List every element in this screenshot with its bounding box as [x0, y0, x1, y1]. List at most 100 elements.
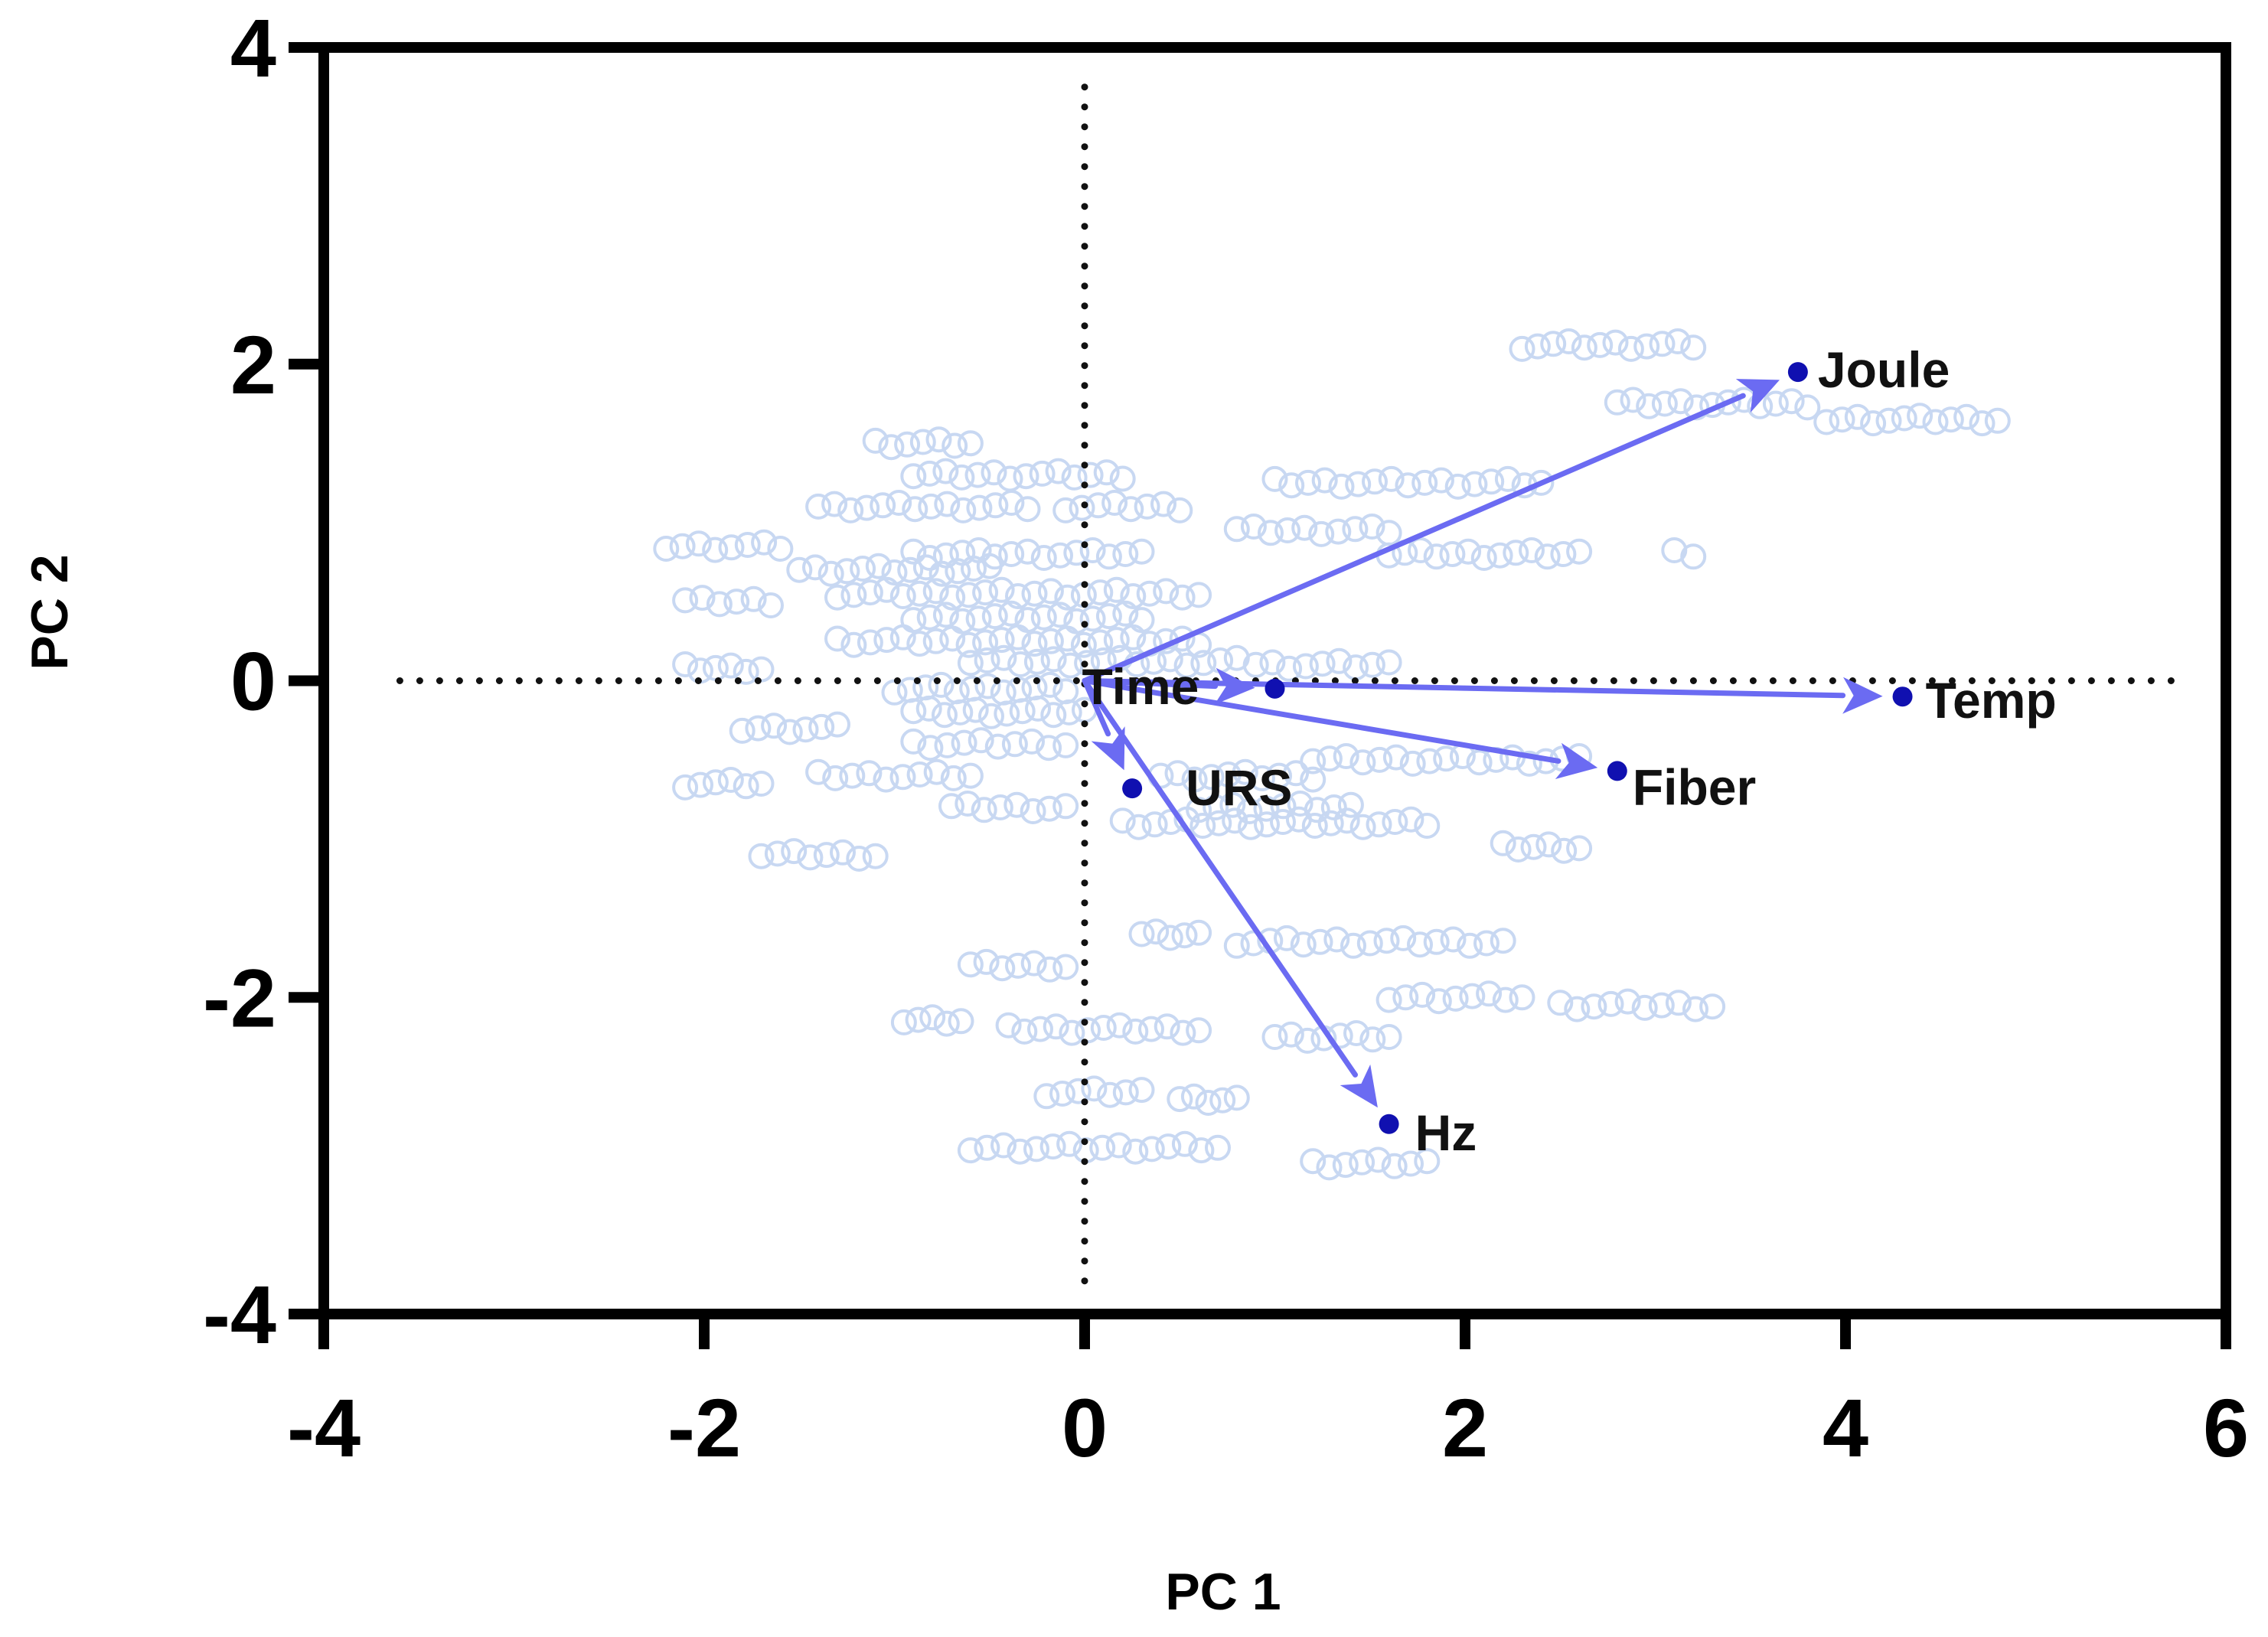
score-point — [1617, 335, 1644, 362]
score-point — [1620, 386, 1646, 413]
score-point — [672, 774, 699, 801]
score-point — [1323, 926, 1350, 953]
score-point — [989, 955, 1016, 982]
loading-arrowhead-urs — [1091, 726, 1125, 771]
score-point — [923, 758, 950, 785]
score-point — [948, 464, 975, 491]
score-point — [1425, 988, 1452, 1015]
loading-label-hz: Hz — [1415, 1104, 1477, 1161]
score-point — [1020, 798, 1046, 824]
score-point — [987, 794, 1013, 820]
score-point — [945, 558, 971, 585]
score-point — [1254, 811, 1280, 838]
score-point — [1566, 835, 1593, 862]
x-tick-label: -4 — [287, 1381, 361, 1474]
score-point — [767, 536, 794, 562]
score-point — [922, 628, 949, 654]
score-point — [1019, 728, 1045, 755]
score-point — [685, 530, 712, 557]
loading-vectors: Joule Temp Fiber Time URS Hz — [1082, 341, 2057, 1161]
score-point — [1300, 1148, 1327, 1175]
score-point — [988, 576, 1015, 603]
score-point — [1520, 833, 1547, 860]
score-point — [1547, 990, 1574, 1016]
score-point — [1342, 516, 1369, 543]
score-point — [1003, 791, 1030, 818]
score-point — [1414, 1148, 1441, 1175]
score-point — [1188, 1137, 1215, 1164]
score-point — [972, 579, 999, 606]
score-point — [1155, 1133, 1182, 1160]
score-points — [653, 328, 2011, 1181]
score-point — [1180, 1083, 1207, 1110]
score-point — [890, 1009, 917, 1035]
score-point — [1528, 469, 1555, 496]
score-point — [939, 625, 966, 652]
reference-lines — [396, 83, 2191, 1294]
score-point — [689, 585, 716, 611]
score-point — [878, 434, 905, 461]
score-point — [1120, 624, 1147, 651]
score-point — [1276, 655, 1303, 682]
score-point — [1664, 328, 1691, 354]
score-point — [1476, 980, 1503, 1007]
score-point — [1065, 1078, 1092, 1104]
score-point — [1112, 1079, 1139, 1106]
score-point — [912, 554, 939, 581]
score-point — [846, 846, 873, 872]
score-point — [1337, 791, 1364, 818]
y-tick-label: 2 — [230, 318, 276, 411]
score-point — [1136, 580, 1163, 607]
score-point — [995, 1012, 1022, 1039]
score-point — [1461, 471, 1488, 497]
score-point — [1333, 807, 1360, 834]
score-point — [1440, 926, 1467, 953]
score-point — [781, 838, 808, 865]
score-point — [1074, 650, 1101, 677]
score-point — [1602, 329, 1629, 356]
score-point — [1138, 1136, 1165, 1163]
score-point — [1398, 806, 1424, 833]
score-point — [1009, 698, 1036, 725]
score-point — [1365, 1146, 1392, 1173]
score-point — [1242, 651, 1269, 678]
score-point — [1215, 761, 1242, 788]
score-point — [1333, 743, 1359, 769]
score-point — [1164, 760, 1191, 787]
score-point — [702, 536, 729, 563]
score-point — [1222, 807, 1248, 834]
score-point — [1317, 810, 1344, 836]
score-point — [1292, 653, 1319, 680]
score-point — [1030, 545, 1057, 571]
score-point — [1120, 583, 1147, 609]
score-point — [1045, 458, 1072, 484]
score-point — [1079, 537, 1106, 563]
score-point — [1614, 988, 1641, 1015]
score-point — [1631, 994, 1658, 1021]
score-point — [1648, 992, 1675, 1019]
score-point — [1069, 494, 1095, 521]
score-point — [1439, 541, 1466, 567]
score-point — [1587, 331, 1614, 358]
score-point — [1311, 467, 1338, 494]
score-point — [1373, 928, 1400, 954]
score-point — [1037, 578, 1064, 605]
score-point — [957, 430, 984, 457]
score-point — [1027, 1016, 1053, 1042]
score-point — [1093, 459, 1120, 486]
score-point — [1287, 791, 1313, 817]
score-point — [1274, 517, 1301, 543]
score-point — [733, 773, 759, 800]
score-point — [950, 497, 977, 523]
score-point — [1375, 649, 1402, 676]
score-point — [1040, 646, 1067, 673]
score-point — [850, 556, 876, 582]
score-point — [918, 493, 945, 520]
score-point — [1266, 762, 1292, 789]
score-point — [1597, 990, 1624, 1017]
score-point — [1564, 996, 1591, 1022]
score-point — [745, 715, 772, 742]
score-point — [1316, 1154, 1343, 1181]
score-point — [1122, 1018, 1149, 1045]
